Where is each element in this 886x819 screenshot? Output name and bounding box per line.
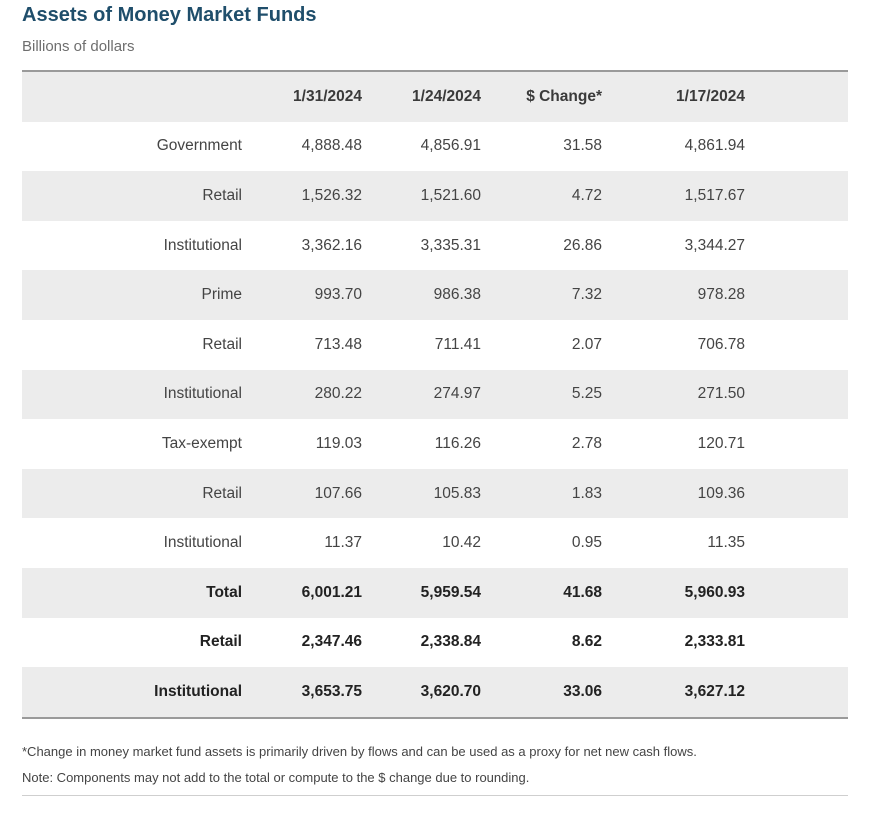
footnote-rounding: Note: Components may not add to the tota… <box>22 770 530 785</box>
cell-date-3: 1,517.67 <box>684 186 745 204</box>
row-label: Retail <box>202 484 242 502</box>
cell-date-2: 3,335.31 <box>420 236 481 254</box>
cell-date-2: 10.42 <box>442 534 481 552</box>
cell-date-1: 1,526.32 <box>301 186 362 204</box>
cell-date-2: 986.38 <box>433 286 481 304</box>
row-label: Retail <box>199 633 242 651</box>
cell-date-1: 713.48 <box>314 335 362 353</box>
cell-date-3: 706.78 <box>697 335 745 353</box>
cell-date-3: 3,627.12 <box>684 682 745 700</box>
row-spacer <box>745 419 848 469</box>
row-label: Institutional <box>154 682 242 700</box>
row-label: Retail <box>202 186 242 204</box>
cell-date-2: 2,338.84 <box>420 633 481 651</box>
cell-date-3: 271.50 <box>697 385 745 403</box>
row-spacer <box>745 122 848 172</box>
row-label: Retail <box>202 335 242 353</box>
cell-date-2: 5,959.54 <box>420 583 481 601</box>
cell-date-3: 11.35 <box>707 534 745 552</box>
row-spacer <box>745 221 848 271</box>
cell-change: 33.06 <box>563 682 602 700</box>
cell-date-1: 6,001.21 <box>301 583 362 601</box>
cell-date-3: 978.28 <box>697 286 745 304</box>
header-label <box>22 71 242 122</box>
cell-change: 5.25 <box>571 385 602 403</box>
cell-date-1: 280.22 <box>314 385 362 403</box>
table-row: Institutional 280.22 274.97 5.25 271.50 <box>22 369 848 420</box>
cell-date-1: 11.37 <box>324 534 362 552</box>
cell-date-3: 3,344.27 <box>684 236 745 254</box>
cell-change: 31.58 <box>563 137 602 155</box>
header-date-2: 1/24/2024 <box>412 87 481 105</box>
table-row: Tax-exempt 119.03 116.26 2.78 120.71 <box>22 419 848 469</box>
row-spacer <box>745 171 848 221</box>
cell-date-1: 107.66 <box>314 484 362 502</box>
cell-date-2: 4,856.91 <box>420 137 481 155</box>
row-spacer <box>745 469 848 519</box>
cell-change: 7.32 <box>571 286 602 304</box>
row-label: Prime <box>201 286 242 304</box>
cell-change: 41.68 <box>563 583 602 601</box>
row-label: Government <box>156 137 242 155</box>
divider <box>22 795 848 796</box>
cell-change: 1.83 <box>571 484 602 502</box>
row-label: Total <box>206 583 242 601</box>
cell-date-2: 105.83 <box>433 484 481 502</box>
cell-date-1: 3,362.16 <box>301 236 362 254</box>
row-spacer <box>745 320 848 370</box>
table-row: Government 4,888.48 4,856.91 31.58 4,861.94 <box>22 122 848 172</box>
table-row: Total 6,001.21 5,959.54 41.68 5,960.93 <box>22 567 848 618</box>
table-row: Prime 993.70 986.38 7.32 978.28 <box>22 270 848 320</box>
row-label: Institutional <box>163 236 242 254</box>
page-title: Assets of Money Market Funds <box>22 4 317 26</box>
footnote-change: *Change in money market fund assets is p… <box>22 744 697 759</box>
table-row: Retail 1,526.32 1,521.60 4.72 1,517.67 <box>22 171 848 221</box>
cell-date-2: 1,521.60 <box>420 186 481 204</box>
table-header-row: 1/31/2024 1/24/2024 $ Change* 1/17/2024 <box>22 71 848 122</box>
cell-change: 4.72 <box>571 186 602 204</box>
cell-date-2: 3,620.70 <box>420 682 481 700</box>
assets-table: 1/31/2024 1/24/2024 $ Change* 1/17/2024 … <box>22 70 848 719</box>
header-date-3: 1/17/2024 <box>676 87 745 105</box>
table-row: Institutional 3,653.75 3,620.70 33.06 3,627.… <box>22 667 848 718</box>
row-spacer <box>745 518 848 568</box>
table-row: Retail 107.66 105.83 1.83 109.36 <box>22 468 848 519</box>
header-change: $ Change* <box>526 87 602 105</box>
page-subtitle: Billions of dollars <box>22 38 135 55</box>
cell-change: 0.95 <box>571 534 602 552</box>
cell-date-1: 119.03 <box>315 434 362 452</box>
cell-date-1: 2,347.46 <box>301 633 362 651</box>
table-row: Institutional 11.37 10.42 0.95 11.35 <box>22 518 848 568</box>
cell-date-3: 109.36 <box>697 484 745 502</box>
cell-date-3: 2,333.81 <box>684 633 745 651</box>
cell-date-3: 120.71 <box>697 434 745 452</box>
cell-date-3: 5,960.93 <box>684 583 745 601</box>
cell-change: 26.86 <box>563 236 602 254</box>
cell-date-3: 4,861.94 <box>684 137 745 155</box>
cell-date-1: 993.70 <box>314 286 362 304</box>
cell-date-2: 274.97 <box>433 385 481 403</box>
row-spacer <box>745 568 848 618</box>
row-spacer <box>745 270 848 320</box>
header-date-1: 1/31/2024 <box>293 87 362 105</box>
cell-date-1: 4,888.48 <box>301 137 362 155</box>
cell-date-1: 3,653.75 <box>301 682 362 700</box>
row-label: Institutional <box>163 385 242 403</box>
table-body: Government 4,888.48 4,856.91 31.58 4,861.94 R… <box>22 122 848 718</box>
table-row: Institutional 3,362.16 3,335.31 26.86 3,344.… <box>22 221 848 271</box>
row-label: Institutional <box>163 534 242 552</box>
cell-change: 8.62 <box>571 633 602 651</box>
cell-date-2: 116.26 <box>434 434 481 452</box>
table-row: Retail 713.48 711.41 2.07 706.78 <box>22 320 848 370</box>
table-row: Retail 2,347.46 2,338.84 8.62 2,333.81 <box>22 618 848 668</box>
header-spacer <box>745 71 848 122</box>
cell-change: 2.07 <box>571 335 602 353</box>
cell-date-2: 711.41 <box>434 335 481 353</box>
row-label: Tax-exempt <box>161 434 242 452</box>
row-spacer <box>745 667 848 718</box>
row-spacer <box>745 618 848 668</box>
row-spacer <box>745 370 848 420</box>
cell-change: 2.78 <box>571 434 602 452</box>
